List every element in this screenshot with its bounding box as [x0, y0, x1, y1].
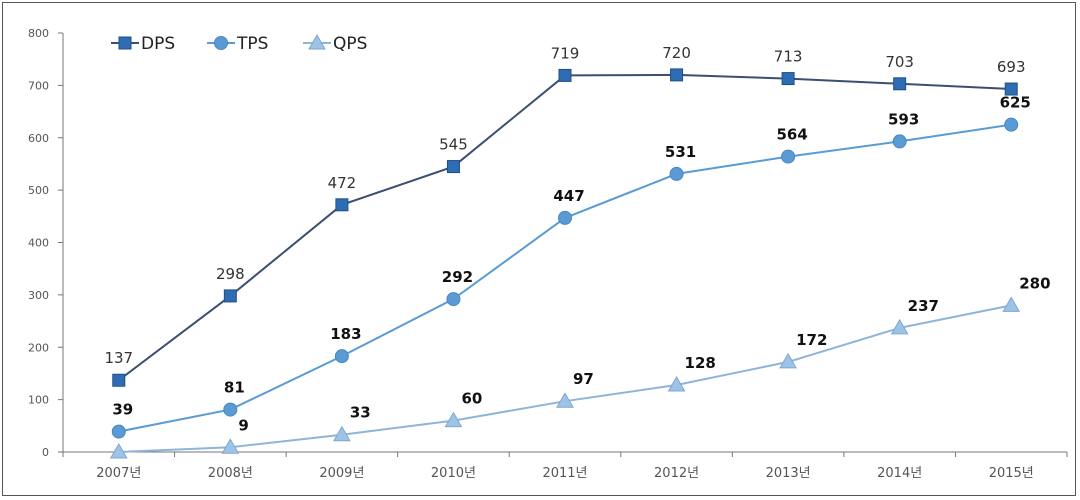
tps-point — [558, 210, 572, 225]
dps-point — [558, 68, 572, 82]
dps-point — [112, 373, 126, 387]
y-tick-label: 100 — [28, 394, 49, 407]
tps-point — [223, 402, 238, 417]
dps-data-label: 720 — [662, 44, 691, 62]
dps-point — [1004, 82, 1018, 96]
dps-data-label: 719 — [551, 44, 580, 62]
tps-data-label: 39 — [112, 401, 133, 419]
dps-data-label: 472 — [328, 174, 357, 192]
legend-qps-label: QPS — [333, 34, 367, 54]
dps-point — [893, 77, 907, 91]
y-tick-label: 400 — [28, 237, 49, 250]
tps-data-label: 625 — [1000, 94, 1031, 112]
qps-data-label: 128 — [685, 354, 716, 372]
legend-tps-marker — [214, 36, 228, 50]
dps-data-label: 298 — [216, 265, 245, 283]
qps-data-label: 33 — [350, 404, 371, 422]
tps-data-label: 564 — [776, 126, 807, 144]
qps-point — [333, 425, 351, 442]
dps-point — [223, 289, 237, 303]
qps-point — [1002, 296, 1021, 312]
qps-data-label: 172 — [796, 331, 827, 349]
dps-data-label: 545 — [439, 136, 468, 154]
tps-data-label: 593 — [888, 110, 919, 128]
tps-data-label: 183 — [330, 325, 361, 343]
tps-data-label: 447 — [553, 187, 584, 205]
x-tick-label: 2012년 — [654, 466, 699, 481]
x-tick-label: 2009년 — [319, 466, 364, 481]
tps-point — [111, 424, 126, 439]
tps-point — [781, 149, 796, 164]
tps-data-label: 531 — [665, 143, 696, 161]
tps-point — [1004, 117, 1019, 132]
y-tick-label: 800 — [28, 27, 49, 40]
legend-tps-label: TPS — [236, 34, 268, 54]
dps-data-label: 693 — [997, 58, 1026, 76]
y-tick-label: 200 — [28, 341, 49, 354]
legend-dps-label: DPS — [141, 34, 175, 54]
qps-data-label: 280 — [1019, 274, 1050, 292]
y-tick-label: 0 — [42, 446, 49, 459]
qps-point — [109, 442, 128, 459]
dps-point — [446, 160, 460, 174]
qps-point — [444, 411, 463, 428]
legend-qps-marker — [308, 33, 326, 50]
tps-data-label: 81 — [224, 379, 245, 397]
x-tick-label: 2011년 — [542, 466, 587, 481]
dps-point — [670, 68, 684, 82]
qps-data-label: 97 — [573, 370, 594, 388]
qps-data-label: 60 — [461, 390, 482, 408]
tps-point — [669, 166, 684, 181]
qps-point — [890, 318, 909, 335]
tps-data-label: 292 — [442, 268, 473, 286]
line-chart: 0 100 200 300 400 500 600 700 800 2007년 2008년 2009년… — [28, 27, 1068, 481]
x-tick-label: 2010년 — [431, 466, 476, 481]
dps-data-label: 137 — [104, 349, 133, 367]
dps-data-label: 713 — [774, 48, 803, 66]
y-tick-label: 300 — [28, 289, 49, 302]
dps-data-label: 703 — [885, 53, 914, 71]
x-tick-label: 2015년 — [989, 466, 1034, 481]
x-tick-label: 2008년 — [208, 466, 253, 481]
qps-point — [221, 438, 240, 454]
dps-point — [781, 72, 795, 86]
qps-data-label: 237 — [908, 297, 939, 315]
y-tick-label: 500 — [28, 184, 49, 197]
qps-data-label: 9 — [238, 416, 248, 434]
y-tick-label: 600 — [28, 132, 49, 145]
tps-point — [446, 292, 461, 307]
qps-point — [667, 375, 686, 392]
tps-point — [334, 349, 349, 364]
x-tick-label: 2007년 — [96, 466, 141, 481]
qps-series-line — [118, 304, 1012, 453]
qps-point — [779, 352, 797, 369]
tps-point — [892, 134, 907, 149]
qps-point — [556, 392, 574, 408]
dps-point — [335, 198, 349, 212]
y-tick-label: 700 — [28, 79, 49, 92]
x-tick-label: 2013년 — [766, 466, 811, 481]
x-tick-label: 2014년 — [877, 466, 922, 481]
legend-dps-marker — [118, 36, 132, 50]
